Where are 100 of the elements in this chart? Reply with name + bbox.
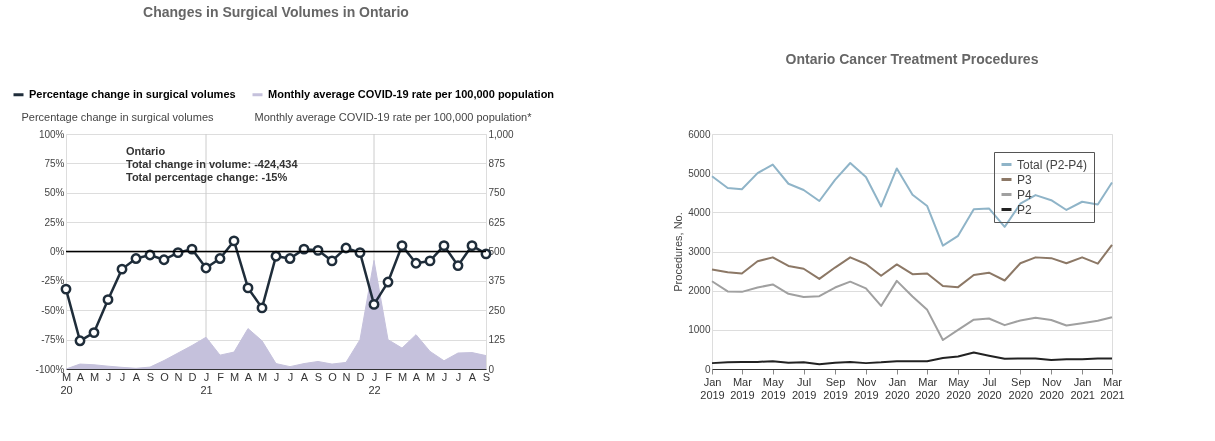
x-tick-label: Mar 2020	[915, 375, 940, 401]
line-series	[711, 161, 1113, 247]
x-tick-label: N	[174, 370, 183, 383]
y-tick-label: 6000	[688, 128, 711, 140]
x-tick-label: D	[188, 370, 197, 383]
x-tick-label: J	[455, 370, 462, 383]
y-tick-label: -50%	[41, 304, 65, 316]
legend-label: Percentage change in surgical volumes	[29, 87, 236, 100]
point	[60, 283, 72, 295]
x-tick-label: J	[441, 370, 448, 383]
point	[242, 282, 254, 294]
x-tick-label: M	[425, 370, 436, 383]
y2-tick-label: 750	[488, 187, 506, 199]
y2-tick-label: 375	[488, 275, 506, 287]
y2-tick-label: 125	[488, 334, 506, 346]
x-tick-label: N	[342, 370, 351, 383]
legend-label: P4	[1017, 187, 1032, 202]
x-tick-label: J 21	[200, 370, 213, 396]
legend-label: P2	[1017, 202, 1032, 217]
point	[438, 240, 450, 252]
point	[256, 302, 268, 314]
x-tick-label: A	[300, 370, 309, 383]
x-tick-label: J 22	[368, 370, 381, 396]
y2-tick-label: 0	[488, 363, 495, 375]
x-tick-label: D	[356, 370, 365, 383]
point	[466, 240, 478, 252]
point	[102, 294, 114, 306]
y-axis-title: Procedures, No.	[672, 212, 685, 292]
x-tick-label: Jan 2019	[700, 375, 725, 401]
point	[144, 249, 156, 261]
y2-tick-label: 875	[488, 157, 506, 169]
point	[130, 253, 142, 264]
point	[200, 262, 212, 274]
x-tick-label: A	[244, 370, 253, 383]
point	[228, 235, 240, 247]
x-tick-label: Jul 2019	[791, 375, 817, 401]
y2-tick-label: 250	[488, 304, 506, 316]
y-tick-label: 5000	[688, 167, 711, 179]
point	[284, 253, 296, 264]
x-tick-label: O	[160, 370, 170, 383]
point	[88, 327, 100, 338]
x-tick-label: A	[412, 370, 421, 383]
legend-label: P3	[1017, 172, 1032, 187]
y-tick-label: 1000	[688, 324, 711, 336]
y-tick-label: -25%	[41, 275, 65, 287]
y-axis-title: Percentage change in surgical volumes	[21, 110, 214, 123]
line-series	[711, 351, 1113, 366]
x-tick-label: S	[314, 370, 323, 383]
line-series	[711, 279, 1113, 342]
point	[368, 298, 380, 310]
point	[270, 250, 282, 262]
x-tick-label: Jul 2020	[977, 375, 1002, 401]
y-tick-label: 75%	[44, 157, 65, 169]
point	[396, 240, 408, 252]
x-tick-label: S	[146, 370, 155, 383]
x-tick-label: Sep 2020	[1008, 375, 1034, 401]
x-tick-label: M	[397, 370, 408, 383]
x-tick-label: Jan 2020	[885, 375, 910, 401]
point	[74, 335, 86, 347]
y2-tick-label: 1,000	[488, 128, 514, 140]
x-tick-label: Nov 2020	[1039, 375, 1064, 401]
y-tick-label: 4000	[688, 206, 711, 218]
point	[214, 253, 226, 264]
point	[452, 260, 464, 272]
y-tick-label: 3000	[688, 246, 711, 257]
x-tick-label: J	[287, 370, 294, 383]
x-tick-label: J	[119, 370, 126, 383]
x-tick-label: F	[217, 370, 225, 383]
x-tick-label: Mar 2019	[730, 375, 755, 401]
x-tick-label: J	[105, 370, 112, 383]
x-tick-label: M	[257, 370, 268, 383]
annotation: Ontario Total change in volume: -424,434 Total percentage change: -15%	[126, 145, 299, 183]
x-tick-label: Sep 2019	[823, 375, 848, 401]
legend-label: Total (P2-P4)	[1017, 157, 1088, 172]
y-tick-label: 25%	[44, 216, 65, 228]
x-tick-label: J	[273, 370, 280, 383]
point	[382, 276, 394, 288]
y-tick-label: 100%	[38, 128, 65, 140]
x-tick-label: O	[328, 370, 338, 383]
x-tick-label: Mar 2021	[1100, 375, 1125, 401]
x-tick-label: A	[76, 370, 85, 383]
y-tick-label: 0	[704, 363, 711, 375]
x-tick-label: A	[132, 370, 141, 383]
x-tick-label: A	[468, 370, 477, 383]
x-tick-label: F	[385, 370, 393, 383]
point	[410, 257, 422, 269]
y-tick-label: -75%	[41, 334, 65, 346]
chart-title: Changes in Surgical Volumes in Ontario	[143, 4, 409, 20]
legend-label: Monthly average COVID-19 rate per 100,000 population	[268, 87, 555, 100]
point	[340, 242, 352, 254]
y-tick-label: 2000	[688, 285, 711, 297]
x-tick-label: May 2020	[946, 375, 971, 401]
y2-tick-label: 625	[488, 216, 506, 228]
point	[158, 254, 170, 266]
y-tick-label: 0%	[50, 246, 65, 257]
x-tick-label: Jan 2021	[1070, 375, 1095, 401]
point	[424, 255, 436, 267]
y-tick-label: 50%	[44, 187, 65, 199]
point	[326, 255, 338, 267]
x-tick-label: M	[229, 370, 240, 383]
